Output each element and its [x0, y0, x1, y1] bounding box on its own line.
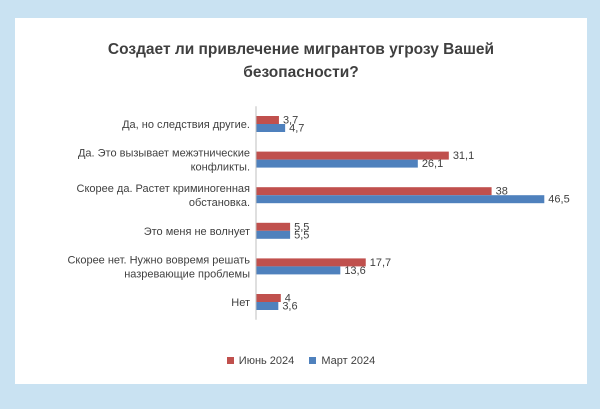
- category-label-5: назревающие проблемы: [124, 268, 250, 280]
- bar-june-3: [256, 187, 492, 196]
- data-label-march-4: 5,5: [294, 229, 309, 241]
- data-label-june-6: 4: [285, 293, 291, 305]
- bar-march-2: [256, 159, 418, 168]
- category-label-2: Да. Это вызывает межэтнические: [78, 148, 250, 160]
- category-label-1: Да, но следствия другие.: [122, 119, 250, 131]
- data-label-june-2: 31,1: [453, 150, 474, 162]
- legend-item-june: Июнь 2024: [226, 355, 295, 367]
- chart-title-line-2: безопасности?: [243, 64, 359, 81]
- chart-panel: Создает ли привлечение мигрантов угрозу …: [15, 18, 587, 384]
- chart-title-line-1: Создает ли привлечение мигрантов угрозу …: [107, 41, 495, 58]
- category-label-5: Скорее нет. Нужно вовремя решать: [67, 254, 250, 266]
- data-label-march-6: 3,6: [282, 301, 297, 313]
- data-label-march-3: 46,5: [548, 194, 569, 206]
- bar-chart: Да, но следствия другие. 3,74,7 Да. Это вы…: [67, 106, 570, 320]
- data-label-june-4: 5,5: [294, 221, 309, 233]
- data-label-march-1: 4,7: [289, 123, 304, 135]
- bar-march-6: [256, 302, 279, 310]
- category-label-2: конфликты.: [191, 162, 250, 174]
- bar-march-5: [256, 266, 341, 275]
- bar-march-1: [256, 124, 286, 132]
- legend-item-march: Март 2024: [309, 355, 375, 367]
- legend-label-june: Июнь 2024: [238, 355, 295, 367]
- category-label-6: Нет: [231, 297, 250, 309]
- bar-june-6: [256, 294, 281, 302]
- legend-swatch-march: [309, 357, 317, 364]
- data-label-march-2: 26,1: [422, 158, 443, 170]
- category-label-4: Это меня не волнует: [144, 226, 250, 238]
- data-label-june-1: 3,7: [283, 115, 298, 127]
- data-label-june-5: 17,7: [370, 257, 391, 269]
- bar-march-4: [256, 230, 291, 239]
- category-label-3: Скорее да. Растет криминогенная: [77, 183, 251, 195]
- data-label-march-5: 13,6: [344, 265, 365, 277]
- category-label-3: обстановка.: [189, 197, 250, 209]
- data-label-june-3: 38: [496, 186, 508, 198]
- chart-legend: Июнь 2024 Март 2024: [15, 355, 587, 367]
- legend-label-march: Март 2024: [321, 355, 376, 367]
- bar-june-5: [256, 258, 366, 267]
- legend-swatch-june: [226, 357, 234, 364]
- bar-june-4: [256, 222, 291, 231]
- bar-march-3: [256, 195, 545, 204]
- chart-title: Создает ли привлечение мигрантов угрозу …: [15, 38, 587, 84]
- bar-june-1: [256, 116, 279, 124]
- bar-june-2: [256, 151, 449, 160]
